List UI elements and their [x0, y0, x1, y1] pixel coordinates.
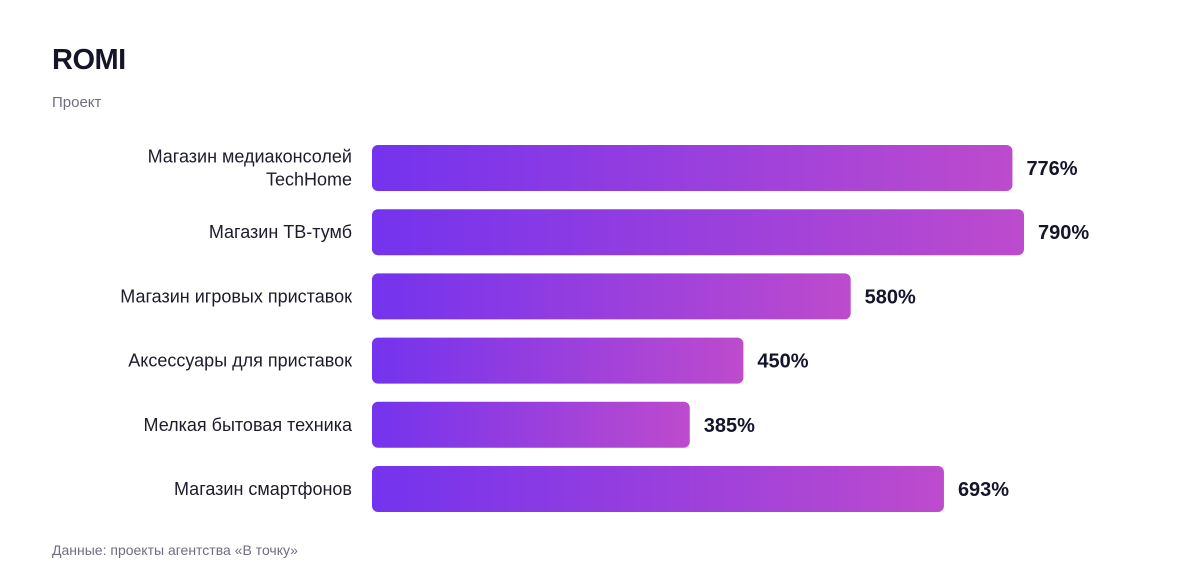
value-label: 776%	[1026, 158, 1077, 180]
bar	[372, 401, 690, 448]
chart-subtitle: Проект	[52, 94, 102, 111]
category-label: Магазин медиаконсолей	[148, 147, 352, 167]
bars-group: 776% Магазин медиаконсолей TechHome 790% Маг…	[120, 145, 1089, 512]
chart-title: ROMI	[52, 44, 126, 76]
value-label: 385%	[704, 415, 755, 437]
value-label: 693%	[958, 479, 1009, 501]
category-label: Магазин игровых приставок	[120, 286, 352, 306]
bar	[372, 209, 1024, 256]
category-label: Магазин смартфонов	[174, 479, 352, 499]
bar	[372, 145, 1013, 191]
category-label: Аксессуары для приставок	[128, 351, 352, 371]
bar	[372, 273, 851, 320]
value-label: 580%	[865, 286, 916, 308]
bar	[372, 466, 944, 512]
bar	[372, 337, 744, 384]
value-label: 450%	[757, 351, 808, 373]
value-label: 790%	[1038, 222, 1089, 244]
category-label: TechHome	[266, 170, 352, 190]
source-note: Данные: проекты агентства «В точку»	[52, 542, 298, 558]
category-label: Магазин ТВ-тумб	[209, 222, 352, 242]
category-label: Мелкая бытовая техника	[144, 415, 353, 435]
